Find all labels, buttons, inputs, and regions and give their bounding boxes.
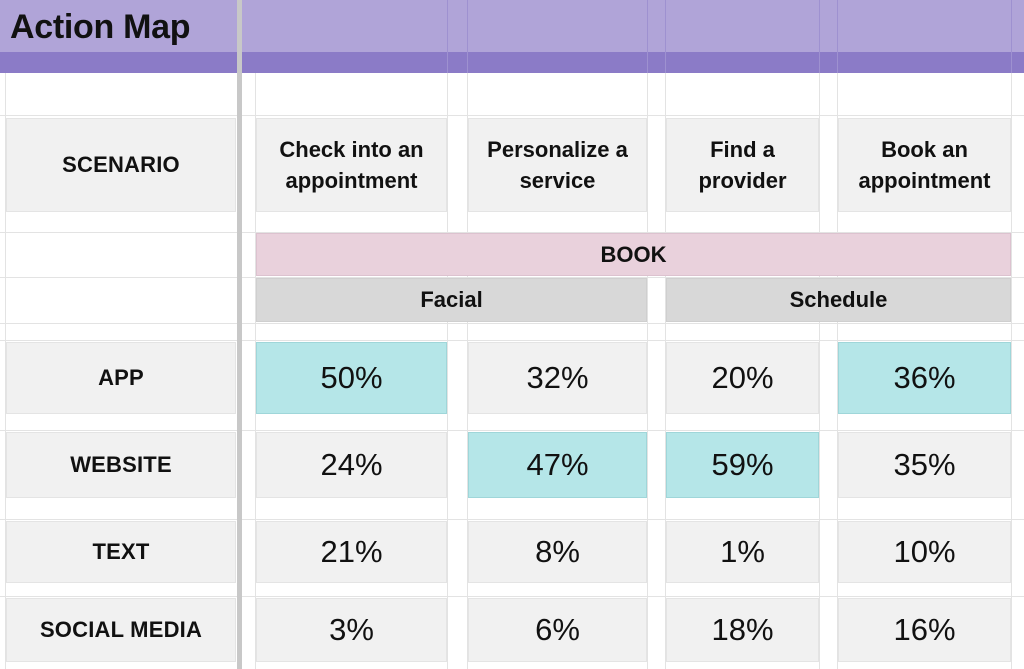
value-cell: 32% xyxy=(468,342,647,414)
frozen-column-divider[interactable] xyxy=(237,0,242,669)
title-band xyxy=(0,0,1024,52)
value-cell: 36% xyxy=(838,342,1011,414)
group-header-facial: Facial xyxy=(256,278,647,322)
column-header: Find a provider xyxy=(666,118,819,212)
value-cell: 8% xyxy=(468,521,647,583)
page-title: Action Map xyxy=(10,8,191,46)
value-cell: 47% xyxy=(468,432,647,498)
value-cell: 20% xyxy=(666,342,819,414)
column-header: Check into an appointment xyxy=(256,118,447,212)
title-strip xyxy=(0,52,1024,73)
value-cell: 1% xyxy=(666,521,819,583)
row-label: SOCIAL MEDIA xyxy=(6,598,236,662)
value-cell: 6% xyxy=(468,598,647,662)
stage-header: BOOK xyxy=(256,233,1011,276)
value-cell: 50% xyxy=(256,342,447,414)
column-header: Book an appointment xyxy=(838,118,1011,212)
column-header: Personalize a service xyxy=(468,118,647,212)
value-cell: 21% xyxy=(256,521,447,583)
value-cell: 35% xyxy=(838,432,1011,498)
value-cell: 10% xyxy=(838,521,1011,583)
value-cell: 16% xyxy=(838,598,1011,662)
value-cell: 24% xyxy=(256,432,447,498)
row-label: TEXT xyxy=(6,521,236,583)
value-cell: 3% xyxy=(256,598,447,662)
group-header-schedule: Schedule xyxy=(666,278,1011,322)
scenario-label: SCENARIO xyxy=(6,118,236,212)
row-label: WEBSITE xyxy=(6,432,236,498)
value-cell: 59% xyxy=(666,432,819,498)
value-cell: 18% xyxy=(666,598,819,662)
row-label: APP xyxy=(6,342,236,414)
